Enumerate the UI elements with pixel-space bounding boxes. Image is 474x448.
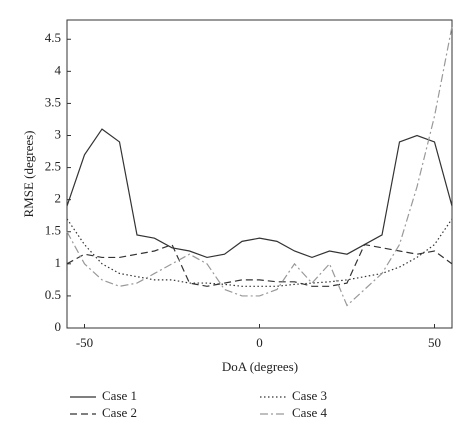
legend-label: Case 1 [102,388,137,403]
plot-frame [66,19,453,329]
y-tick-label: 1.5 [45,223,61,238]
y-tick-label: 3 [55,126,62,141]
series-line [66,218,453,287]
legend-label: Case 3 [292,388,327,403]
y-tick-label: 4.5 [45,30,61,45]
x-tick-label: -50 [76,335,93,350]
series-line [66,26,453,307]
x-tick-label: 0 [256,335,263,350]
y-axis-label: RMSE (degrees) [21,130,36,217]
series-line [66,128,453,259]
legend-label: Case 4 [292,405,328,420]
y-tick-label: 4 [55,62,62,77]
legend-label: Case 2 [102,405,137,420]
y-tick-label: 2 [55,191,62,206]
y-tick-label: 2.5 [45,159,61,174]
x-axis-label: DoA (degrees) [222,359,298,374]
x-tick-label: 50 [428,335,441,350]
y-tick-label: 0 [55,319,62,334]
y-tick-label: 0.5 [45,287,61,302]
series-line [66,243,453,287]
y-tick-label: 1 [55,255,62,270]
y-tick-label: 3.5 [45,94,61,109]
